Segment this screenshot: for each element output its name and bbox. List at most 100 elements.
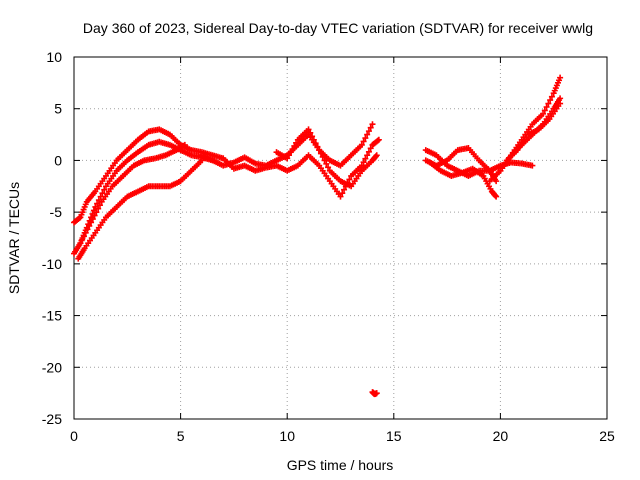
data-point <box>547 97 554 104</box>
y-axis-label: SDTVAR / TECUs <box>6 182 22 294</box>
x-tick-label: 0 <box>70 428 78 444</box>
data-point <box>341 186 348 193</box>
data-point <box>545 100 552 107</box>
series-track-6 <box>220 136 382 200</box>
grid <box>74 57 607 419</box>
data-point <box>367 124 374 131</box>
y-axis-ticks: 10 5 0 -5 -10 -15 -20 -25 <box>42 49 607 427</box>
data-point <box>375 136 382 143</box>
data-point <box>80 233 87 240</box>
data-point <box>323 160 330 167</box>
y-tick-label: -20 <box>42 359 62 375</box>
data-point <box>358 162 365 169</box>
x-axis-label: GPS time / hours <box>287 457 394 473</box>
data-points <box>71 74 564 398</box>
data-point <box>305 126 312 133</box>
y-tick-label: 10 <box>46 49 62 65</box>
data-point <box>325 164 332 171</box>
data-point <box>198 157 205 164</box>
series-track-3 <box>75 157 205 262</box>
data-point <box>77 240 84 247</box>
data-point <box>362 135 369 142</box>
x-tick-label: 10 <box>279 428 295 444</box>
data-point <box>314 143 321 150</box>
series-track-8 <box>369 389 380 398</box>
series-track-4 <box>77 141 188 247</box>
data-point <box>285 152 292 159</box>
data-point <box>543 103 550 110</box>
y-tick-label: -10 <box>42 256 62 272</box>
data-point <box>181 141 188 148</box>
data-point <box>284 155 291 162</box>
data-point <box>293 139 300 146</box>
chart-title: Day 360 of 2023, Sidereal Day-to-day VTE… <box>83 20 593 36</box>
data-point <box>309 133 316 140</box>
data-point <box>557 74 564 81</box>
y-tick-label: 0 <box>54 152 62 168</box>
data-point <box>79 236 86 243</box>
data-point <box>548 93 555 100</box>
series-track-7 <box>273 126 380 190</box>
data-point <box>557 100 564 107</box>
data-point <box>358 141 365 148</box>
plot-frame <box>73 56 608 420</box>
data-point <box>101 186 108 193</box>
data-point <box>76 215 83 222</box>
series-track-11 <box>427 159 500 200</box>
data-point <box>99 190 106 197</box>
data-point <box>367 145 374 152</box>
x-tick-label: 5 <box>177 428 185 444</box>
data-point <box>364 152 371 159</box>
data-point <box>557 95 564 102</box>
data-point <box>95 205 102 212</box>
data-point <box>84 226 91 233</box>
data-point <box>287 149 294 156</box>
data-point <box>337 193 344 200</box>
x-tick-label: 20 <box>493 428 509 444</box>
data-point <box>88 219 95 226</box>
data-point <box>89 216 96 223</box>
data-point <box>93 209 100 216</box>
data-point <box>310 136 317 143</box>
data-point <box>321 157 328 164</box>
data-point <box>86 222 93 229</box>
data-point <box>319 153 326 160</box>
data-point <box>316 147 323 154</box>
data-point <box>346 176 353 183</box>
series-track-14 <box>503 100 564 164</box>
x-tick-label: 25 <box>599 428 615 444</box>
data-point <box>307 129 314 136</box>
data-point <box>96 202 103 209</box>
data-point <box>317 150 324 157</box>
data-point <box>360 138 367 145</box>
data-point <box>541 107 548 114</box>
y-tick-label: 5 <box>54 101 62 117</box>
data-point <box>362 155 369 162</box>
data-point <box>365 128 372 135</box>
x-axis-ticks: 0 5 10 15 20 25 <box>70 57 615 444</box>
data-point <box>374 137 381 144</box>
data-point <box>540 110 547 117</box>
data-point <box>289 146 296 153</box>
data-point <box>82 229 89 236</box>
series-track-5 <box>198 121 376 169</box>
data-point <box>364 131 371 138</box>
data-point <box>493 193 500 200</box>
data-point <box>373 390 380 397</box>
y-tick-label: -15 <box>42 308 62 324</box>
data-point <box>529 162 536 169</box>
data-point <box>365 148 372 155</box>
data-point <box>312 140 319 147</box>
data-point <box>91 212 98 219</box>
series-track-1 <box>71 126 227 226</box>
x-tick-label: 15 <box>386 428 402 444</box>
data-point <box>373 152 380 159</box>
y-tick-label: -5 <box>50 204 63 220</box>
data-point <box>291 142 298 149</box>
data-point <box>493 178 500 185</box>
y-tick-label: -25 <box>42 411 62 427</box>
data-point <box>360 159 367 166</box>
data-point <box>339 190 346 197</box>
data-point <box>369 121 376 128</box>
